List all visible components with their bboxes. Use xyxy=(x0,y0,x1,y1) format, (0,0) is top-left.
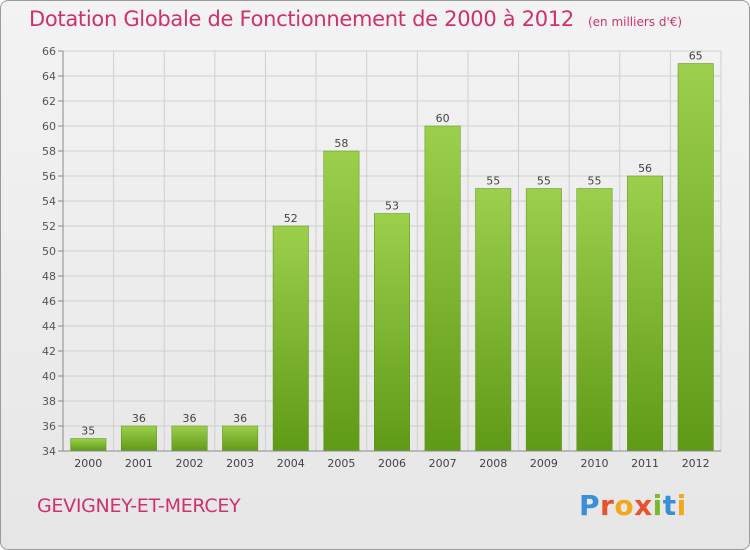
bar-2011 xyxy=(627,175,664,452)
axes: 34 36 38 40 42 44 46 48 50 52 54 56 58 60 62 64 66 2000 20… xyxy=(42,45,721,470)
bar-value-label: 35 xyxy=(81,425,95,438)
y-tick-label: 36 xyxy=(42,420,56,433)
bar-2003 xyxy=(222,425,259,452)
bar-2004 xyxy=(272,225,309,452)
bar-2010 xyxy=(576,188,613,452)
x-tick-label: 2003 xyxy=(226,457,254,470)
y-tick-label: 40 xyxy=(42,370,56,383)
bar-value-label: 36 xyxy=(233,412,247,425)
y-tick-label: 64 xyxy=(42,70,56,83)
y-tick-label: 60 xyxy=(42,120,56,133)
x-tick-label: 2006 xyxy=(378,457,406,470)
x-tick-label: 2011 xyxy=(631,457,659,470)
bar-2008 xyxy=(475,188,512,452)
x-tick-label: 2000 xyxy=(74,457,102,470)
x-tick-label: 2009 xyxy=(530,457,558,470)
bar-2000 xyxy=(70,438,107,452)
bar-value-label: 65 xyxy=(689,50,703,63)
y-tick-label: 34 xyxy=(42,445,56,458)
y-tick-label: 48 xyxy=(42,270,56,283)
bar-value-label: 52 xyxy=(284,212,298,225)
bar-2009 xyxy=(525,188,562,452)
bar-value-label: 60 xyxy=(436,112,450,125)
chart-title-text: Dotation Globale de Fonctionnement de 20… xyxy=(29,7,574,31)
bar-value-label: 36 xyxy=(132,412,146,425)
y-tick-label: 46 xyxy=(42,295,56,308)
bar-2006 xyxy=(374,213,410,452)
x-tick-label: 2012 xyxy=(682,457,710,470)
bar-value-label: 55 xyxy=(587,175,601,188)
y-tick-label: 38 xyxy=(42,395,56,408)
y-tick-label: 62 xyxy=(42,95,56,108)
y-tick-label: 52 xyxy=(42,220,56,233)
bar-value-label: 36 xyxy=(183,412,197,425)
y-tick-label: 66 xyxy=(42,45,56,58)
bar-value-label: 56 xyxy=(638,162,652,175)
bar-value-label: 53 xyxy=(385,200,399,213)
bar-2001 xyxy=(120,425,157,452)
x-tick-label: 2005 xyxy=(327,457,355,470)
x-tick-label: 2001 xyxy=(125,457,153,470)
location-name: GEVIGNEY-ET-MERCEY xyxy=(37,495,241,517)
y-tick-label: 42 xyxy=(42,345,56,358)
y-tick-label: 54 xyxy=(42,195,56,208)
x-tick-label: 2008 xyxy=(479,457,507,470)
chart-subtitle: (en milliers d'€) xyxy=(587,15,683,29)
bar-value-label: 55 xyxy=(537,175,551,188)
y-tick-label: 44 xyxy=(42,320,56,333)
bar-2007 xyxy=(424,125,461,452)
x-tick-label: 2010 xyxy=(580,457,608,470)
y-tick-label: 58 xyxy=(42,145,56,158)
x-tick-label: 2002 xyxy=(176,457,204,470)
bar-2002 xyxy=(171,425,208,452)
bar-2005 xyxy=(323,150,360,452)
bar-value-label: 58 xyxy=(334,137,348,150)
bars: 35 36 36 36 52 58 53 60 55 55 55 56 65 xyxy=(70,50,714,452)
chart-title: Dotation Globale de Fonctionnement de 20… xyxy=(29,7,682,31)
y-tick-label: 50 xyxy=(42,245,56,258)
x-tick-label: 2007 xyxy=(429,457,457,470)
y-tick-label: 56 xyxy=(42,170,56,183)
proxiti-logo: Proxiti xyxy=(579,489,687,522)
bar-value-label: 55 xyxy=(486,175,500,188)
bar-2012 xyxy=(677,63,714,452)
x-tick-label: 2004 xyxy=(277,457,305,470)
